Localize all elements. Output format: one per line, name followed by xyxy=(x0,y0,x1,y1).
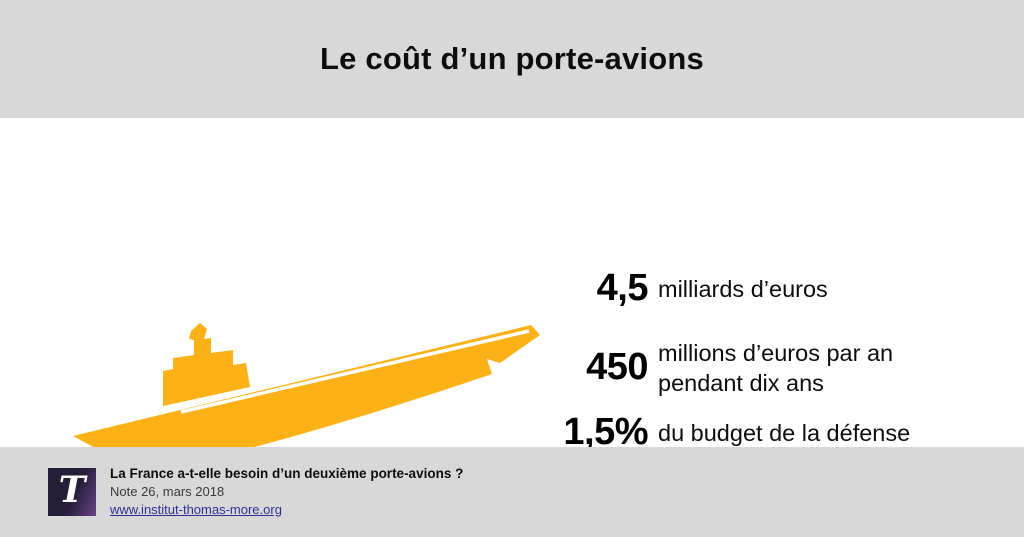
aircraft-carrier-illustration xyxy=(73,323,540,472)
logo-t-glyph: T xyxy=(58,469,86,511)
stat-label: milliards d’euros xyxy=(658,274,828,304)
stat-label-line: pendant dix ans xyxy=(658,369,824,396)
stat-value: 1,5% xyxy=(563,410,648,453)
stat-row: 4,5 milliards d’euros xyxy=(520,267,990,310)
carrier-hull-shape xyxy=(73,325,540,472)
stat-row: 450 millions d’euros par an pendant dix … xyxy=(520,338,990,398)
carrier-island-shape xyxy=(163,323,250,406)
content-area: 4,5 milliards d’euros 450 millions d’eur… xyxy=(0,118,1024,517)
title-band: Le coût d’un porte-avions xyxy=(0,0,1024,118)
stat-label: millions d’euros par an pendant dix ans xyxy=(658,338,893,398)
stat-value: 450 xyxy=(586,345,648,388)
stat-label-line: milliards d’euros xyxy=(658,275,828,302)
institut-thomas-more-logo: T xyxy=(48,468,96,516)
page-title: Le coût d’un porte-avions xyxy=(320,41,704,76)
footer-note: Note 26, mars 2018 xyxy=(110,483,225,499)
stat-row: 1,5% du budget de la défense xyxy=(520,410,990,454)
stat-label-line: millions d’euros par an xyxy=(658,339,894,366)
carrier-deck-line xyxy=(180,329,530,414)
footer-website-link[interactable]: www.institut-thomas-more.org xyxy=(110,501,282,517)
footer-band: T La France a-t-elle besoin d’un deuxièm… xyxy=(0,447,1024,537)
stat-value: 4,5 xyxy=(596,267,649,309)
stat-label: du budget de la défense xyxy=(658,418,910,448)
stat-label-line: du budget de la défense xyxy=(658,419,911,446)
footer-text-block: La France a-t-elle besoin d’un deuxième … xyxy=(110,466,463,519)
footer-publication-title: La France a-t-elle besoin d’un deuxième … xyxy=(110,465,464,481)
